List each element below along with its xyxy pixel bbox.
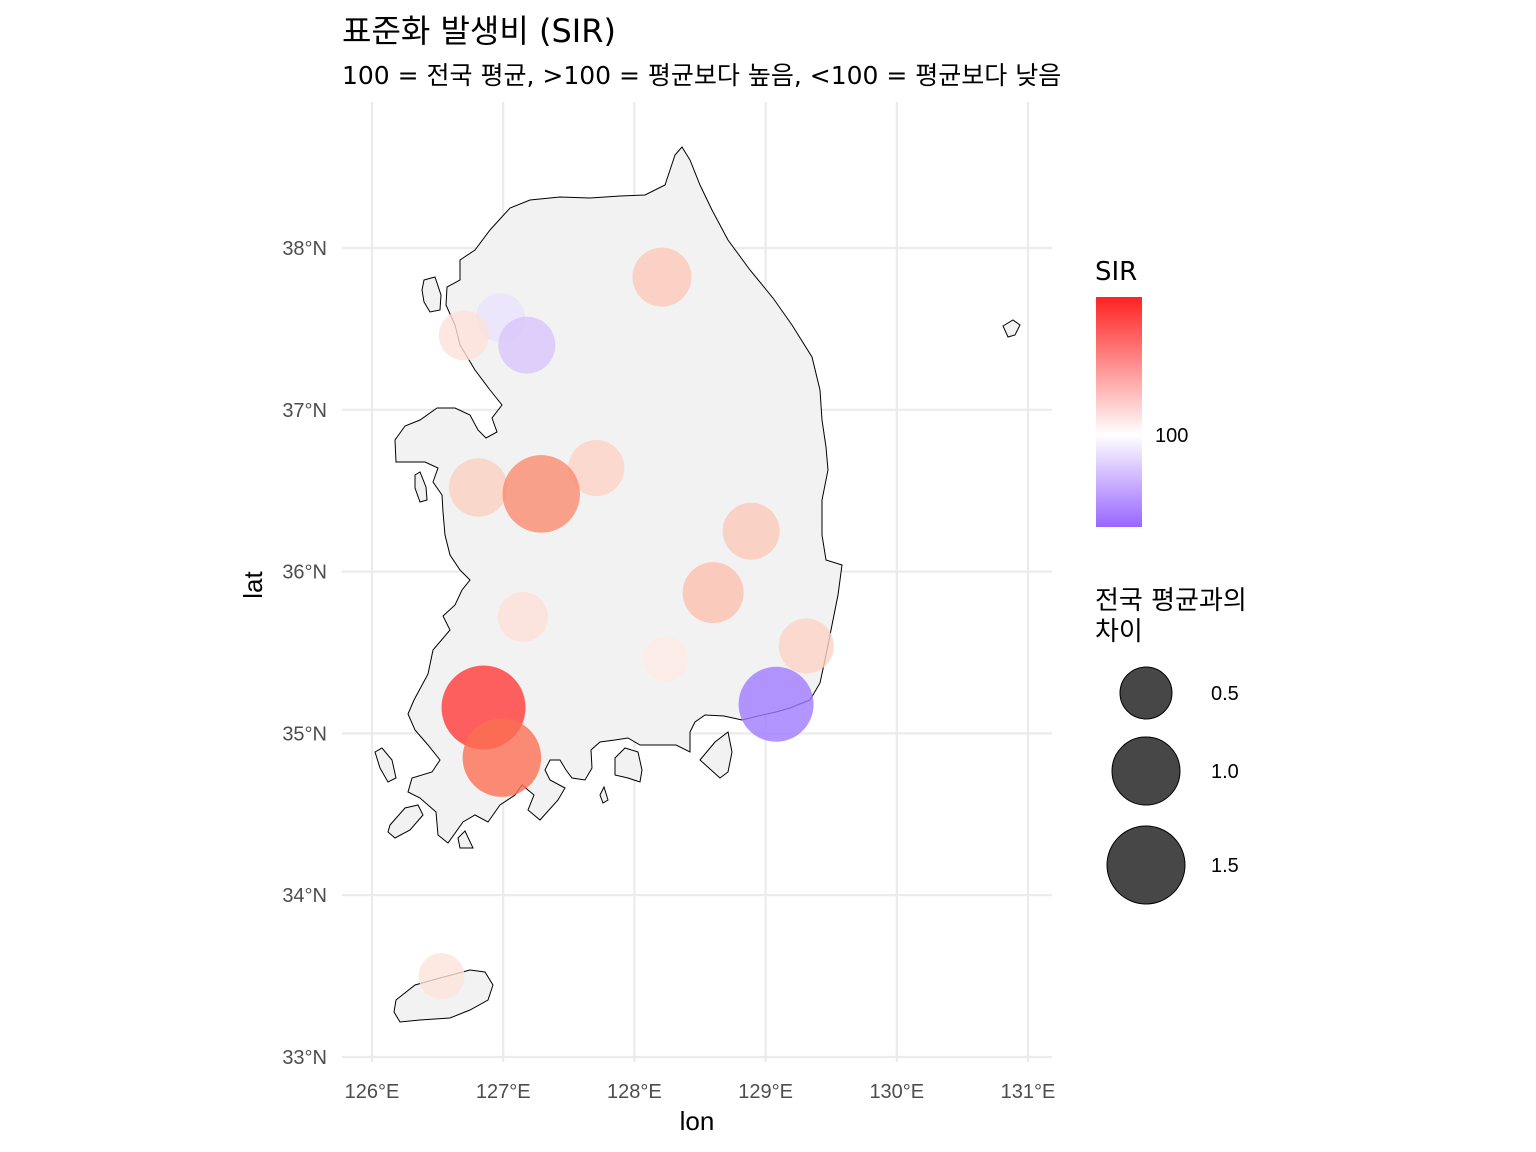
sir-bubble [682, 562, 744, 624]
sir-bubbles [418, 247, 834, 1000]
sw-island-1 [374, 747, 397, 783]
sir-bubble [497, 591, 548, 642]
y-tick-label: 37°N [282, 400, 327, 422]
x-tick-label: 129°E [738, 1081, 793, 1103]
geoje-island [699, 731, 733, 779]
anmyeon-island [414, 471, 428, 503]
x-tick-label: 130°E [869, 1081, 924, 1103]
x-axis-title: lon [680, 1106, 715, 1136]
sir-bubble [632, 247, 692, 307]
x-axis-ticks: 126°E 127°E 128°E 129°E 130°E 131°E [345, 1081, 1056, 1103]
sir-bubble [449, 458, 508, 517]
y-tick-label: 33°N [282, 1047, 327, 1069]
y-tick-label: 36°N [282, 562, 327, 584]
color-legend-title: SIR [1095, 257, 1137, 287]
size-legend-title-line1: 전국 평균과의 [1095, 586, 1247, 616]
sir-bubble [568, 440, 625, 497]
x-tick-label: 127°E [476, 1081, 531, 1103]
size-legend-title-line2: 차이 [1095, 617, 1143, 647]
y-axis-title: lat [238, 570, 268, 598]
ulleung-island [1002, 319, 1021, 338]
sw-island-3 [457, 830, 474, 849]
ganghwa-island [421, 276, 442, 313]
sir-bubble [738, 666, 814, 742]
x-tick-label: 131°E [1001, 1081, 1056, 1103]
sir-bubble [778, 618, 834, 674]
size-legend-circle-small [1119, 666, 1173, 720]
small-island [599, 785, 609, 804]
namhae-island [614, 747, 643, 783]
size-legend-label-1: 1.0 [1211, 761, 1239, 783]
y-tick-label: 34°N [282, 885, 327, 907]
size-legend-circle-large [1106, 825, 1186, 905]
x-tick-label: 128°E [607, 1081, 662, 1103]
sir-bubble [462, 718, 542, 797]
y-tick-label: 38°N [282, 238, 327, 260]
size-legend-keys [1106, 666, 1186, 905]
size-legend-circle-medium [1111, 736, 1181, 806]
sir-bubble [438, 310, 489, 361]
chart-title: 표준화 발생비 (SIR) [342, 12, 616, 50]
sir-bubble [418, 953, 465, 1000]
color-legend-label: 100 [1155, 425, 1188, 447]
y-tick-label: 35°N [282, 723, 327, 745]
chart-subtitle: 100 = 전국 평균, >100 = 평균보다 높음, <100 = 평균보다… [342, 61, 1062, 90]
y-axis-ticks: 33°N 34°N 35°N 36°N 37°N 38°N [282, 238, 327, 1069]
color-legend-bar [1096, 297, 1142, 527]
sir-bubble [498, 316, 556, 374]
sir-bubble [502, 455, 580, 533]
sir-bubble [643, 636, 689, 682]
sw-island-2 [387, 804, 424, 839]
x-tick-label: 126°E [345, 1081, 400, 1103]
size-legend-label-2: 1.5 [1211, 855, 1239, 877]
sir-bubble [722, 502, 780, 560]
size-legend-label-0: 0.5 [1211, 683, 1239, 705]
